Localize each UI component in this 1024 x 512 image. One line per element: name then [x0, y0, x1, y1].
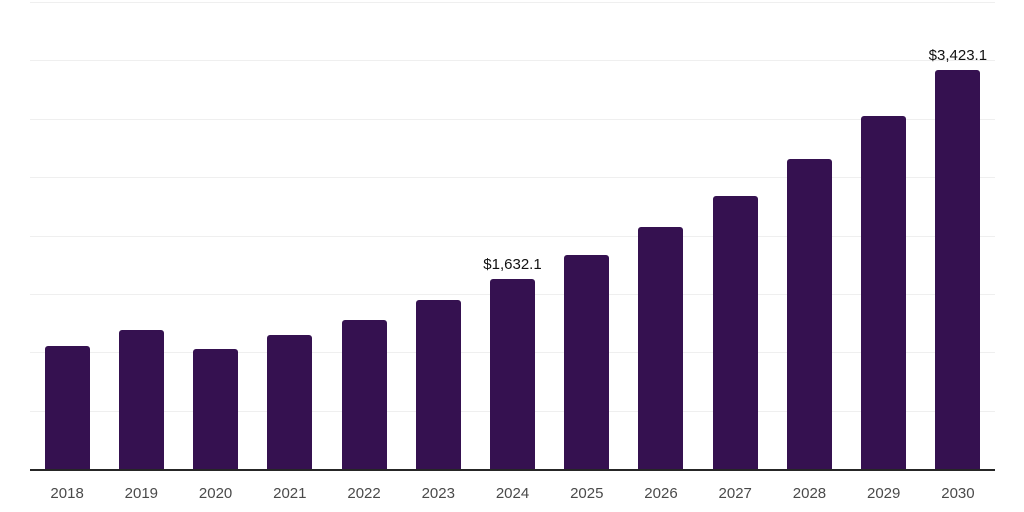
x-tick-2023: 2023: [421, 485, 455, 502]
x-tick-2030: 2030: [941, 485, 975, 502]
x-tick-2028: 2028: [792, 485, 827, 502]
x-tick-2027: 2027: [718, 485, 752, 502]
bar-2020[interactable]: [193, 349, 239, 470]
gridline-4000: [30, 2, 995, 3]
bar-2030[interactable]: [935, 70, 981, 470]
data-label-2024: $1,632.1: [483, 256, 542, 274]
gridline-3500: [30, 60, 995, 62]
plot-area: $1,632.1 $3,423.1: [30, 2, 995, 470]
x-tick-2018: 2018: [50, 485, 84, 502]
gridline-2500: [30, 177, 995, 179]
bar-2021[interactable]: [267, 334, 313, 470]
x-axis-line: [30, 469, 995, 471]
x-tick-2020: 2020: [198, 485, 233, 502]
bar-2023[interactable]: [415, 300, 461, 470]
x-tick-2026: 2026: [644, 485, 678, 502]
bar-2028[interactable]: [786, 159, 832, 470]
bar-2022[interactable]: [341, 319, 387, 470]
gridline-2000: [30, 235, 995, 237]
x-tick-2019: 2019: [124, 485, 159, 502]
bar-2026[interactable]: [638, 227, 684, 470]
x-tick-2025: 2025: [570, 485, 604, 502]
bar-2025[interactable]: [564, 255, 610, 470]
x-axis-labels: 2018 2019 2020 2021 2022 2023 2024 2025 2026 2027…: [30, 471, 995, 505]
data-label-2030: $3,423.1: [928, 47, 988, 65]
bar-2019[interactable]: [118, 329, 164, 470]
x-tick-2021: 2021: [273, 485, 307, 502]
bar-2024[interactable]: [490, 279, 535, 470]
x-tick-2029: 2029: [867, 485, 901, 502]
bar-2018[interactable]: [44, 346, 90, 470]
bar-2029[interactable]: [861, 116, 907, 470]
x-tick-2022: 2022: [347, 485, 381, 502]
x-tick-2024: 2024: [495, 485, 530, 502]
gridline-3000: [30, 118, 995, 120]
bar-2027[interactable]: [712, 195, 758, 470]
